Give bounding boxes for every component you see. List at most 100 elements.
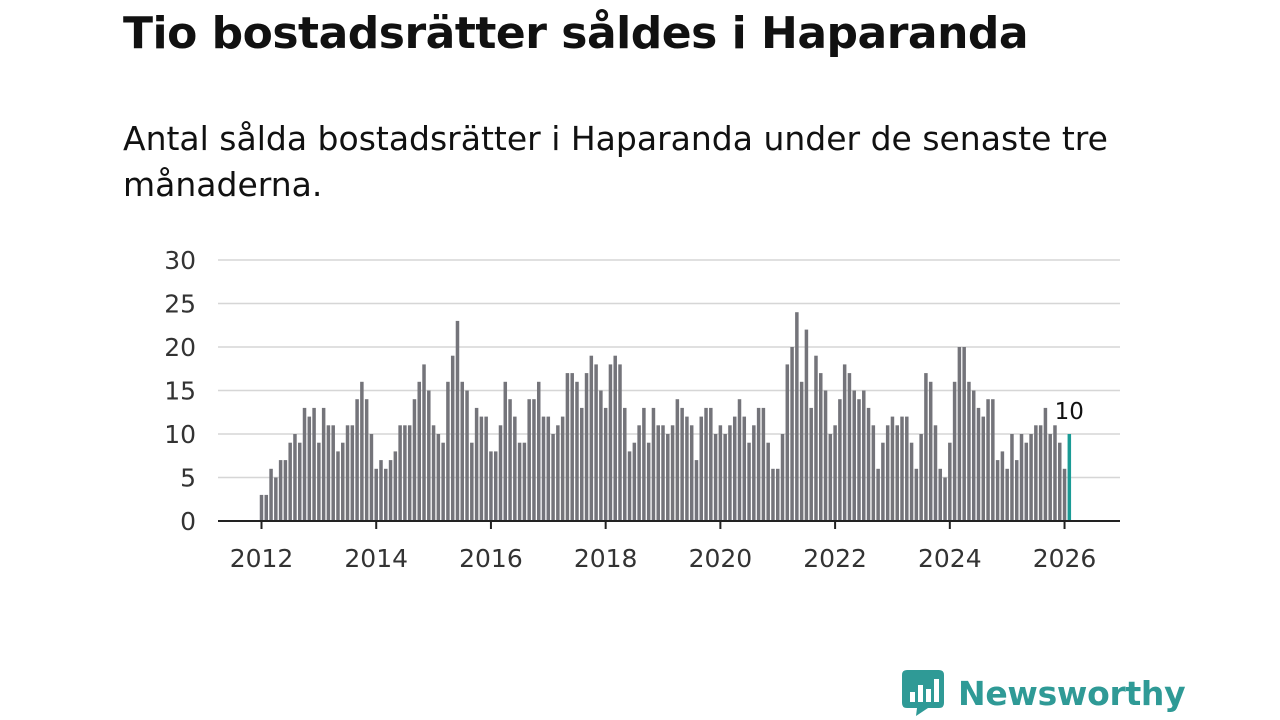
- chart-subtitle: Antal sålda bostadsrätter i Haparanda un…: [123, 119, 1108, 204]
- highlight-bar: [1067, 434, 1072, 521]
- bar: [995, 460, 1000, 521]
- bar: [866, 407, 871, 521]
- bar: [680, 407, 684, 521]
- bar: [1014, 460, 1019, 521]
- bar: [670, 425, 675, 521]
- bar: [924, 373, 928, 521]
- y-tick-label: 15: [164, 377, 196, 406]
- bar: [1019, 434, 1024, 521]
- bar: [393, 451, 398, 521]
- bar: [532, 399, 536, 521]
- bar: [264, 494, 269, 521]
- y-tick-label: 10: [164, 420, 196, 449]
- y-tick-label: 30: [164, 246, 196, 275]
- bar: [302, 407, 307, 521]
- bar: [637, 425, 641, 521]
- bar: [842, 364, 847, 521]
- bar: [1048, 434, 1052, 521]
- bar: [364, 399, 369, 521]
- x-tick-label: 2016: [459, 544, 523, 573]
- x-tick-label: 2018: [574, 544, 638, 573]
- bar: [360, 381, 364, 521]
- bar: [580, 407, 584, 521]
- bar: [814, 355, 818, 521]
- bar: [493, 451, 498, 521]
- bar: [699, 416, 704, 521]
- bar: [584, 373, 589, 521]
- bar: [828, 434, 833, 521]
- bar: [436, 434, 441, 521]
- bar: [819, 373, 823, 521]
- bar: [613, 355, 617, 521]
- bar: [857, 399, 861, 521]
- bar: [962, 347, 966, 521]
- bar: [627, 451, 632, 521]
- x-tick-label: 2020: [689, 544, 753, 573]
- bar: [536, 381, 541, 521]
- bar: [895, 425, 899, 521]
- y-tick-label: 20: [164, 333, 196, 362]
- bar: [771, 468, 775, 521]
- bar: [623, 407, 627, 521]
- bar: [412, 399, 417, 521]
- bar: [981, 416, 986, 521]
- bar: [517, 442, 522, 521]
- bar: [297, 442, 302, 521]
- bar: [847, 373, 852, 521]
- bar: [689, 425, 694, 521]
- bar: [388, 460, 393, 521]
- bar: [278, 460, 283, 521]
- bar: [1000, 451, 1005, 521]
- bar: [732, 416, 737, 521]
- bar: [460, 381, 465, 521]
- bar: [1058, 442, 1062, 521]
- bar: [890, 416, 895, 521]
- bar: [589, 355, 594, 521]
- bar: [384, 468, 388, 521]
- bar: [761, 407, 766, 521]
- bar: [599, 390, 603, 521]
- bar: [1024, 442, 1029, 521]
- bar: [288, 442, 292, 521]
- bar: [618, 364, 622, 521]
- bar: [498, 425, 503, 521]
- bar: [1034, 425, 1038, 521]
- bar: [522, 442, 527, 521]
- bar: [632, 442, 637, 521]
- bar: [274, 477, 278, 521]
- bar: [484, 416, 488, 521]
- bar: [809, 407, 813, 521]
- bar: [379, 460, 383, 521]
- bar: [608, 364, 613, 521]
- newsworthy-logo: Newsworthy: [902, 670, 1186, 716]
- bar: [398, 425, 402, 521]
- bar: [885, 425, 890, 521]
- bar: [876, 468, 880, 521]
- bar: [350, 425, 355, 521]
- bar: [838, 399, 842, 521]
- bar: [976, 407, 981, 521]
- bar: [1043, 407, 1048, 521]
- bar: [321, 407, 326, 521]
- bar: [957, 347, 962, 521]
- bar: [446, 381, 450, 521]
- bars: [259, 312, 1072, 521]
- y-tick-label: 5: [180, 464, 196, 493]
- bar: [852, 390, 856, 521]
- bar: [933, 425, 938, 521]
- bar: [971, 390, 976, 521]
- bar: [651, 407, 656, 521]
- highlight-value-label: 10: [1055, 399, 1084, 425]
- bar: [737, 399, 742, 521]
- bar: [799, 381, 804, 521]
- x-tick-label: 2014: [344, 544, 408, 573]
- bar: [642, 407, 646, 521]
- bar: [336, 451, 340, 521]
- bar: [742, 416, 747, 521]
- bar: [656, 425, 660, 521]
- bar: [465, 390, 469, 521]
- bar: [312, 407, 316, 521]
- axes: 0 5 10 15 20 25 30 10 2012 2014 2016 2018 2020 2022 20…: [164, 246, 1120, 573]
- bar: [403, 425, 407, 521]
